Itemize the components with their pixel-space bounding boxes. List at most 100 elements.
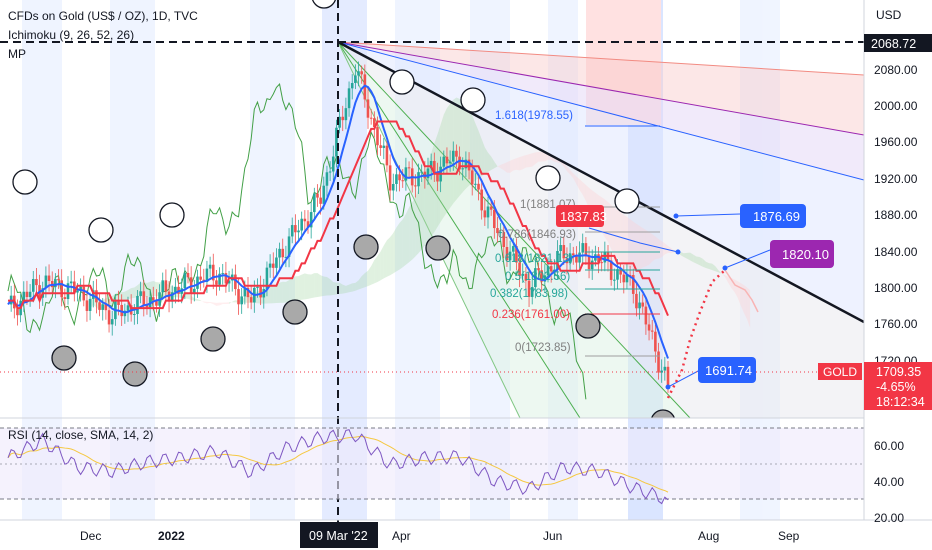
time-tick: 2022 bbox=[158, 529, 185, 543]
cloud-segment bbox=[434, 134, 438, 233]
cloud-segment bbox=[728, 276, 732, 288]
price-tick: 1960.00 bbox=[874, 135, 918, 149]
candle-body bbox=[328, 171, 332, 173]
candle-body bbox=[546, 266, 550, 276]
candle-body bbox=[303, 218, 307, 222]
last-price-value: 1709.35 bbox=[876, 365, 921, 379]
cloud-segment bbox=[121, 291, 125, 302]
cloud-segment bbox=[484, 147, 488, 175]
candle-body bbox=[22, 291, 26, 301]
symbol-title[interactable]: CFDs on Gold (US$ / OZ), 1D, TVC bbox=[8, 9, 198, 23]
tenkan-path bbox=[7, 84, 669, 359]
cloud-segment bbox=[658, 238, 662, 259]
candle-body bbox=[518, 262, 521, 276]
fib-0382: 0.382(1783.98) bbox=[490, 288, 568, 300]
crosshair-date-badge bbox=[300, 522, 378, 548]
candle-body bbox=[88, 298, 92, 311]
candle-body bbox=[309, 212, 313, 228]
cloud-segment bbox=[702, 258, 706, 269]
callout-1837[interactable]: 1837.83 bbox=[556, 205, 607, 227]
candle-body bbox=[625, 274, 629, 283]
currency-label: USD bbox=[876, 8, 902, 22]
rsi-legend[interactable]: RSI (14, close, SMA, 14, 2) bbox=[8, 428, 154, 442]
candle-body bbox=[448, 161, 452, 164]
callout-1876[interactable]: 1876.69 bbox=[740, 204, 806, 228]
candle-body bbox=[227, 280, 231, 284]
candle-body bbox=[436, 173, 439, 182]
kijun-line bbox=[8, 120, 669, 316]
cloud-segment bbox=[579, 179, 583, 195]
fib-0786: 0.786(1846.93) bbox=[498, 229, 576, 241]
candle-body bbox=[193, 288, 196, 293]
callout-1820[interactable]: 1820.10 bbox=[770, 240, 834, 268]
cloud-segment bbox=[465, 103, 470, 189]
cloud-segment bbox=[690, 252, 694, 263]
cloud-segment bbox=[232, 300, 236, 303]
high-price-badge bbox=[864, 34, 932, 52]
candle-body bbox=[117, 301, 120, 305]
cloud-segment bbox=[295, 276, 299, 302]
candle-body bbox=[622, 274, 626, 283]
candle-body bbox=[271, 263, 275, 268]
cloud-segment bbox=[206, 301, 211, 304]
cycle-markers bbox=[12, 0, 676, 418]
cloud-segment bbox=[134, 285, 138, 298]
cloud-segment bbox=[349, 283, 353, 293]
cloud-segment bbox=[611, 204, 615, 255]
cloud-segment bbox=[712, 263, 716, 272]
cloud-segment bbox=[323, 276, 327, 296]
candle-body bbox=[63, 297, 67, 299]
candle-body bbox=[521, 273, 525, 276]
time-axis[interactable]: Dec 2022 Apr Jun Aug Sep 09 Mar '22 bbox=[80, 522, 800, 548]
cloud-segment bbox=[519, 155, 523, 171]
cloud-segment bbox=[191, 295, 195, 301]
cloud-segment bbox=[320, 275, 324, 297]
lagging-path bbox=[7, 83, 587, 400]
main-trendline[interactable] bbox=[337, 40, 864, 324]
candle-body bbox=[294, 225, 297, 233]
candle-body bbox=[515, 246, 518, 263]
price-axis[interactable]: USD 2080.00 2000.00 1960.00 1920.00 1880… bbox=[818, 8, 932, 410]
cloud-segment bbox=[339, 282, 343, 295]
candle-body bbox=[215, 280, 218, 285]
candle-body bbox=[477, 183, 480, 190]
price-tick: 1880.00 bbox=[874, 208, 918, 222]
price-tick: 1800.00 bbox=[874, 281, 918, 295]
cloud-segment bbox=[446, 103, 451, 213]
cloud-segment bbox=[424, 164, 428, 246]
candle-body bbox=[240, 296, 243, 305]
rsi-tick: 40.00 bbox=[874, 475, 904, 489]
candle-body bbox=[641, 302, 645, 307]
cloud-segment bbox=[197, 299, 201, 301]
cloud-segment bbox=[668, 245, 672, 254]
candle-body bbox=[660, 370, 663, 373]
ichimoku-legend[interactable]: Ichimoku (9, 26, 52, 26) bbox=[8, 28, 135, 42]
cloud-segment bbox=[276, 282, 280, 304]
callout-1691[interactable]: 1691.74 bbox=[698, 357, 756, 383]
cloud-segment bbox=[614, 207, 618, 259]
cloud-segment bbox=[680, 251, 684, 257]
cloud-segment bbox=[623, 214, 627, 267]
cloud-segment bbox=[709, 263, 713, 271]
candle-body bbox=[54, 279, 57, 288]
candle-body bbox=[259, 286, 262, 298]
rsi-axis[interactable]: 60.00 40.00 20.00 bbox=[874, 439, 904, 525]
cloud-segment bbox=[333, 282, 337, 296]
candle-body bbox=[493, 209, 496, 229]
mp-legend[interactable]: MP bbox=[8, 47, 26, 61]
candle-body bbox=[246, 287, 250, 298]
cloud-segment bbox=[440, 114, 444, 222]
candle-body bbox=[483, 210, 487, 218]
candle-body bbox=[499, 232, 502, 234]
candle-body bbox=[382, 145, 386, 148]
candle-body bbox=[189, 277, 193, 293]
candle-body bbox=[69, 281, 73, 284]
candle-body bbox=[148, 297, 152, 308]
candle-body bbox=[597, 254, 600, 263]
cloud-segment bbox=[532, 152, 536, 167]
cloud-segment bbox=[402, 213, 406, 268]
candle-body bbox=[224, 273, 228, 284]
candle-body bbox=[395, 174, 398, 184]
price-tick: 2080.00 bbox=[874, 63, 918, 77]
